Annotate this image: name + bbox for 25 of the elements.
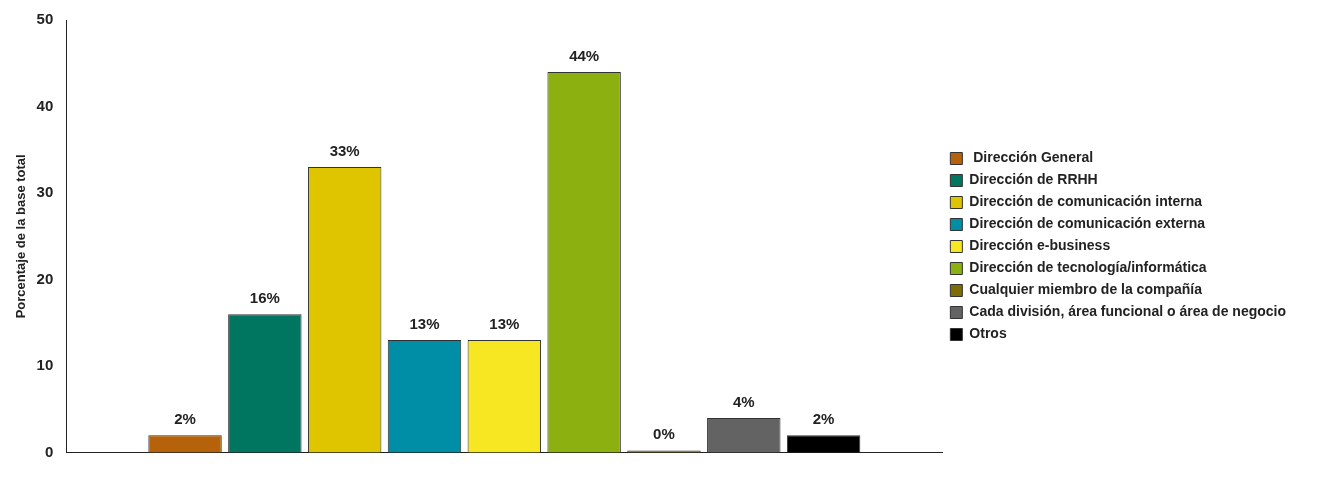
data-label: 13% <box>409 314 440 332</box>
data-label: 33% <box>329 141 360 159</box>
legend-label: Cada división, área funcional o área de negocio <box>969 303 1286 320</box>
y-axis-title: Porcentaje de la base total <box>13 154 29 319</box>
data-label: 44% <box>569 46 600 64</box>
legend-label: Dirección de comunicación interna <box>969 193 1203 210</box>
legend-label: Dirección de tecnología/informática <box>969 259 1207 276</box>
data-label: 16% <box>249 288 280 306</box>
data-label: 4% <box>732 392 755 410</box>
data-label: 13% <box>489 314 520 332</box>
data-label: 2% <box>174 409 196 427</box>
y-tick-label: 10 <box>36 356 54 374</box>
legend-label: Dirección de comunicación externa <box>969 215 1206 232</box>
data-label: 2% <box>812 409 835 427</box>
y-tick-label: 50 <box>36 10 54 28</box>
y-tick-label: 20 <box>36 269 54 287</box>
legend-label: Cualquier miembro de la compañía <box>969 281 1203 298</box>
y-tick-label: 30 <box>36 183 54 201</box>
legend-label: Otros <box>969 325 1007 342</box>
y-tick-label: 0 <box>44 442 54 460</box>
legend-label: Dirección e-business <box>969 237 1111 254</box>
y-tick-label: 40 <box>36 96 54 114</box>
data-label: 0% <box>653 425 675 443</box>
legend-label: Dirección General <box>969 149 1094 166</box>
legend-label: Dirección de RRHH <box>969 171 1098 188</box>
